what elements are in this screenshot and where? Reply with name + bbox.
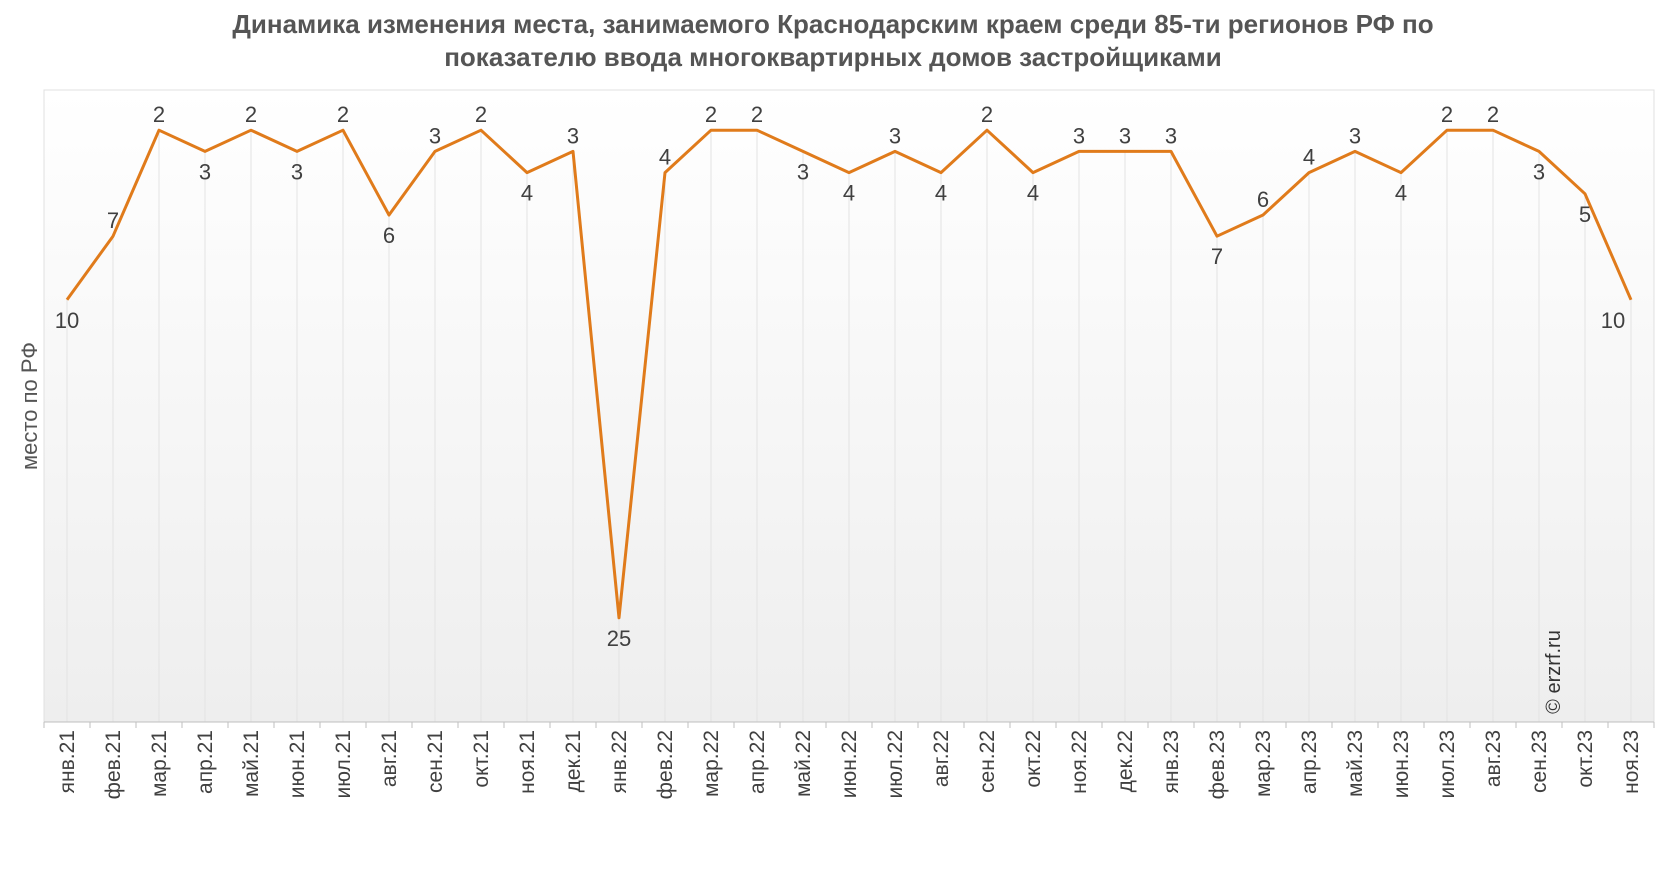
x-tick-label: ноя.23 — [1620, 730, 1643, 794]
data-label: 2 — [475, 102, 487, 127]
x-axis-ticks — [43, 722, 1655, 728]
x-tick-label: июн.23 — [1390, 730, 1413, 798]
x-tick-label: янв.23 — [1160, 730, 1183, 793]
data-label: 3 — [1533, 159, 1545, 184]
x-tick-label: дек.22 — [1114, 730, 1137, 792]
data-label: 3 — [1349, 123, 1361, 148]
x-tick-label: окт.23 — [1574, 730, 1597, 788]
chart-title-line-1: Динамика изменения места, занимаемого Кр… — [232, 9, 1434, 39]
data-label: 4 — [1395, 181, 1407, 206]
data-label: 4 — [1303, 145, 1315, 170]
data-label: 3 — [797, 159, 809, 184]
data-label: 2 — [751, 102, 763, 127]
data-label: 25 — [607, 626, 631, 651]
data-label: 2 — [981, 102, 993, 127]
x-tick-label: фев.23 — [1206, 730, 1229, 799]
x-tick-label: апр.22 — [746, 730, 769, 794]
chart-title-line-2: показателю ввода многоквартирных домов з… — [444, 42, 1222, 72]
credit-text: © erzrf.ru — [1543, 630, 1565, 714]
x-tick-label: июн.22 — [838, 730, 861, 798]
x-tick-label: июн.21 — [286, 730, 309, 798]
x-tick-label: сен.21 — [424, 730, 447, 793]
x-tick-label: дек.21 — [562, 730, 585, 792]
x-tick-label: мар.21 — [148, 730, 171, 797]
x-tick-label: апр.23 — [1298, 730, 1321, 794]
data-label: 3 — [567, 123, 579, 148]
data-label: 2 — [705, 102, 717, 127]
x-axis-labels: янв.21 фев.21 мар.21 апр.21 май.21 июн.21 июл.… — [56, 730, 1643, 799]
x-tick-label: май.21 — [240, 730, 263, 797]
data-label: 2 — [245, 102, 257, 127]
x-tick-label: фев.22 — [654, 730, 677, 799]
chart-title: Динамика изменения места, занимаемого Кр… — [0, 8, 1666, 74]
x-tick-label: авг.23 — [1482, 730, 1505, 787]
x-tick-label: июл.23 — [1436, 730, 1459, 798]
x-tick-label: фев.21 — [102, 730, 125, 799]
data-label: 3 — [1073, 123, 1085, 148]
x-tick-label: окт.21 — [470, 730, 493, 788]
data-label: 2 — [337, 102, 349, 127]
x-tick-label: янв.22 — [608, 730, 631, 793]
data-label: 2 — [1487, 102, 1499, 127]
data-label: 2 — [153, 102, 165, 127]
data-labels: 10 7 2 3 2 3 2 6 3 2 4 3 25 4 2 2 3 4 3 4 2 4 3 3 3 7 6 4 3 4 2 2 3 5 10 — [55, 102, 1625, 651]
data-label: 4 — [521, 181, 533, 206]
x-tick-label: авг.21 — [378, 730, 401, 787]
x-tick-label: янв.21 — [56, 730, 79, 793]
data-label: 3 — [1119, 123, 1131, 148]
x-tick-label: сен.22 — [976, 730, 999, 793]
x-tick-label: авг.22 — [930, 730, 953, 787]
data-label: 10 — [55, 308, 79, 333]
x-tick-label: мар.22 — [700, 730, 723, 797]
x-tick-label: июл.21 — [332, 730, 355, 798]
y-axis-label: место по РФ — [17, 342, 42, 470]
data-label: 4 — [843, 181, 855, 206]
x-tick-label: мар.23 — [1252, 730, 1275, 797]
data-label: 3 — [889, 123, 901, 148]
x-tick-label: июл.22 — [884, 730, 907, 798]
data-label: 3 — [199, 159, 211, 184]
data-label: 6 — [1257, 187, 1269, 212]
series-line — [65, 128, 1633, 620]
data-label: 7 — [1211, 244, 1223, 269]
x-tick-label: окт.22 — [1022, 730, 1045, 788]
x-tick-label: май.23 — [1344, 730, 1367, 797]
grid-lines — [66, 130, 1632, 722]
x-tick-label: май.22 — [792, 730, 815, 797]
x-tick-label: ноя.21 — [516, 730, 539, 794]
data-label: 5 — [1579, 202, 1591, 227]
data-label: 3 — [291, 159, 303, 184]
data-label: 4 — [659, 145, 671, 170]
x-tick-label: ноя.22 — [1068, 730, 1091, 794]
data-label: 3 — [1165, 123, 1177, 148]
data-label: 4 — [1027, 181, 1039, 206]
data-label: 4 — [935, 181, 947, 206]
data-label: 6 — [383, 223, 395, 248]
data-label: 3 — [429, 123, 441, 148]
data-label: 2 — [1441, 102, 1453, 127]
x-tick-label: сен.23 — [1528, 730, 1551, 793]
data-label: 10 — [1601, 308, 1625, 333]
data-label: 7 — [107, 208, 119, 233]
x-tick-label: апр.21 — [194, 730, 217, 794]
